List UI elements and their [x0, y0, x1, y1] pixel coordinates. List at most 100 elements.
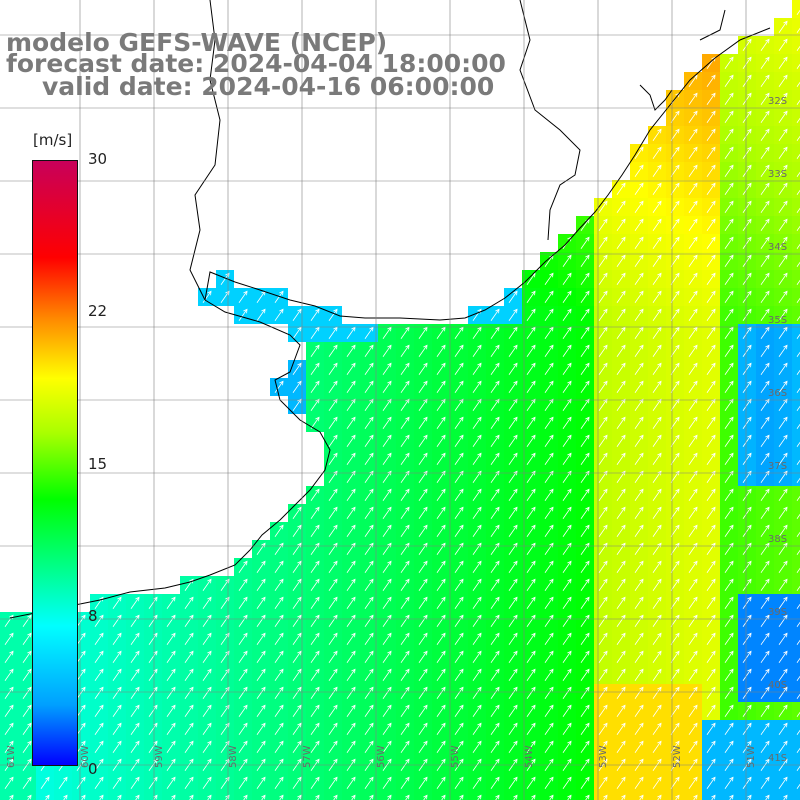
wind-cell	[792, 612, 800, 630]
wind-arrow	[238, 776, 248, 789]
wind-arrow	[688, 434, 698, 447]
wind-arrow	[220, 668, 230, 681]
wind-arrow	[274, 686, 284, 699]
wind-arrow	[364, 416, 374, 429]
wind-arrow	[688, 776, 698, 789]
wind-arrow	[634, 452, 644, 465]
wind-arrow	[130, 632, 140, 645]
wind-arrow	[670, 614, 680, 627]
wind-arrow	[225, 794, 230, 800]
wind-arrow	[796, 531, 800, 537]
wind-arrow	[328, 578, 338, 591]
wind-cell	[792, 342, 800, 360]
wind-arrow	[562, 416, 572, 429]
wind-arrow	[688, 416, 698, 429]
wind-arrow	[292, 632, 302, 645]
wind-arrow	[364, 434, 374, 447]
wind-arrow	[202, 776, 212, 789]
wind-arrow	[634, 506, 644, 519]
wind-arrow	[634, 434, 644, 447]
wind-arrow	[220, 722, 230, 735]
wind-arrow	[364, 596, 374, 609]
wind-arrow	[778, 452, 788, 465]
wind-cell	[792, 432, 800, 450]
wind-arrow	[778, 416, 788, 429]
wind-arrow	[202, 704, 212, 717]
wind-arrow	[742, 488, 752, 501]
wind-arrow	[670, 146, 680, 159]
wind-arrow	[706, 524, 716, 537]
wind-arrow	[310, 596, 320, 609]
wind-arrow	[292, 722, 302, 735]
wind-arrow	[436, 434, 446, 447]
wind-arrow	[742, 38, 752, 51]
wind-arrow	[562, 704, 572, 717]
wind-arrow	[202, 740, 212, 753]
wind-arrow	[544, 722, 554, 735]
wind-arrow	[598, 254, 608, 267]
wind-arrow	[670, 722, 680, 735]
wind-arrow	[796, 477, 800, 483]
wind-arrow	[310, 560, 320, 573]
wind-arrow	[688, 722, 698, 735]
wind-arrow	[436, 722, 446, 735]
wind-arrow	[688, 380, 698, 393]
wind-arrow	[598, 308, 608, 321]
wind-arrow	[400, 578, 410, 591]
wind-arrow	[634, 272, 644, 285]
wind-arrow	[706, 632, 716, 645]
wind-arrow	[297, 794, 302, 800]
wind-arrow	[742, 128, 752, 141]
wind-arrow	[526, 452, 536, 465]
wind-arrow	[418, 614, 428, 627]
wind-arrow	[742, 218, 752, 231]
wind-arrow	[472, 398, 482, 411]
wind-arrow	[742, 668, 752, 681]
wind-arrow	[202, 686, 212, 699]
wind-arrow	[670, 272, 680, 285]
wind-arrow	[112, 686, 122, 699]
wind-arrow	[760, 488, 770, 501]
wind-arrow	[4, 668, 14, 681]
wind-arrow	[562, 362, 572, 375]
wind-arrow	[760, 452, 770, 465]
wind-arrow	[346, 488, 356, 501]
wind-arrow	[274, 578, 284, 591]
wind-cell	[792, 288, 800, 306]
wind-arrow	[508, 452, 518, 465]
wind-arrow	[544, 704, 554, 717]
wind-arrow	[706, 722, 716, 735]
wind-arrow	[4, 776, 14, 789]
wind-arrow	[382, 362, 392, 375]
wind-arrow	[472, 704, 482, 717]
wind-arrow	[112, 776, 122, 789]
wind-arrow	[436, 650, 446, 663]
wind-arrow	[760, 308, 770, 321]
wind-arrow	[184, 704, 194, 717]
wind-arrow	[796, 81, 800, 87]
wind-arrow	[634, 218, 644, 231]
lat-label: 34S	[768, 242, 787, 253]
wind-arrow	[508, 740, 518, 753]
wind-arrow	[778, 596, 788, 609]
wind-arrow	[526, 398, 536, 411]
wind-arrow	[112, 668, 122, 681]
wind-arrow	[760, 38, 770, 51]
wind-arrow	[526, 578, 536, 591]
wind-arrow	[436, 344, 446, 357]
wind-arrow	[310, 740, 320, 753]
wind-arrow	[724, 362, 734, 375]
wind-arrow	[621, 794, 626, 800]
wind-arrow	[477, 794, 482, 800]
wind-arrow	[670, 398, 680, 411]
wind-arrow	[616, 578, 626, 591]
model-title: modelo GEFS-WAVE (NCEP)	[6, 28, 388, 57]
wind-arrow	[508, 560, 518, 573]
wind-arrow	[418, 668, 428, 681]
wind-arrow	[688, 524, 698, 537]
wind-arrow	[202, 650, 212, 663]
wind-arrow	[346, 560, 356, 573]
wind-arrow	[706, 290, 716, 303]
wind-arrow	[796, 585, 800, 591]
wind-cell	[90, 792, 108, 800]
